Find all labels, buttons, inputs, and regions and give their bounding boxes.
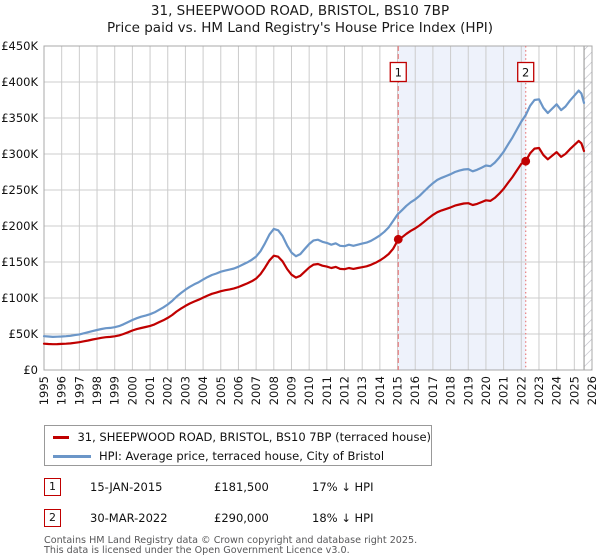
transaction-row-2: 2 30-MAR-2022 £290,000 18% ↓ HPI bbox=[0, 509, 600, 527]
license-footer: Contains HM Land Registry data © Crown c… bbox=[44, 536, 584, 556]
sale-1-flag-box bbox=[389, 61, 407, 83]
svg-text:£400K: £400K bbox=[1, 75, 38, 89]
x-axis-labels: 1995 1996 1997 1998 1999 2000 2001 2002 2003 2004… bbox=[37, 376, 599, 405]
svg-text:2016: 2016 bbox=[408, 376, 422, 405]
svg-text:£450K: £450K bbox=[1, 39, 38, 53]
legend-item-property: 31, SHEEPWOOD ROAD, BRISTOL, BS10 7BP (t… bbox=[45, 427, 431, 447]
svg-text:2010: 2010 bbox=[302, 376, 316, 405]
svg-text:2015: 2015 bbox=[391, 376, 405, 405]
transaction-1-price: £181,500 bbox=[214, 480, 269, 494]
svg-text:2011: 2011 bbox=[320, 376, 334, 405]
svg-text:2014: 2014 bbox=[373, 376, 387, 405]
svg-text:2001: 2001 bbox=[143, 376, 157, 405]
between-sales-shaded-span bbox=[398, 46, 526, 370]
chart-legend: 31, SHEEPWOOD ROAD, BRISTOL, BS10 7BP (t… bbox=[44, 425, 432, 466]
legend-item-hpi: HPI: Average price, terraced house, City… bbox=[45, 446, 431, 466]
price-history-chart: 1 2 £0 £50K £100K £150K £200K £250K £300K £350K £4… bbox=[1, 39, 599, 405]
svg-text:2025: 2025 bbox=[567, 376, 581, 405]
sale-2-dot bbox=[521, 156, 531, 166]
svg-text:2021: 2021 bbox=[497, 376, 511, 405]
svg-text:2000: 2000 bbox=[125, 376, 139, 405]
transaction-2-vs-hpi: 18% ↓ HPI bbox=[312, 511, 374, 525]
transaction-1-vs-hpi: 17% ↓ HPI bbox=[312, 480, 374, 494]
transaction-2-date: 30-MAR-2022 bbox=[90, 511, 168, 525]
transaction-2-price: £290,000 bbox=[214, 511, 269, 525]
svg-text:2023: 2023 bbox=[532, 376, 546, 405]
sale-2-flag-box bbox=[517, 61, 535, 83]
svg-text:2002: 2002 bbox=[161, 376, 175, 405]
svg-text:£250K: £250K bbox=[1, 183, 38, 197]
svg-text:£100K: £100K bbox=[1, 291, 38, 305]
svg-text:£50K: £50K bbox=[9, 327, 39, 341]
page-title: 31, SHEEPWOOD ROAD, BRISTOL, BS10 7BP bbox=[150, 3, 450, 19]
footer-line-2: This data is licensed under the Open Gov… bbox=[44, 545, 350, 556]
svg-text:£0: £0 bbox=[23, 363, 38, 377]
svg-text:2003: 2003 bbox=[178, 376, 192, 405]
legend-label-hpi: HPI: Average price, terraced house, City… bbox=[99, 449, 385, 463]
transaction-row-1: 1 15-JAN-2015 £181,500 17% ↓ HPI bbox=[0, 478, 600, 496]
transaction-1-marker: 1 bbox=[44, 478, 61, 496]
svg-text:2017: 2017 bbox=[426, 376, 440, 405]
svg-text:2018: 2018 bbox=[444, 376, 458, 405]
svg-text:£150K: £150K bbox=[1, 255, 38, 269]
property-price-line bbox=[42, 139, 586, 346]
svg-text:2006: 2006 bbox=[231, 376, 245, 405]
svg-text:2026: 2026 bbox=[585, 376, 599, 405]
svg-text:2005: 2005 bbox=[214, 376, 228, 405]
transaction-2-marker: 2 bbox=[44, 509, 61, 527]
svg-text:2009: 2009 bbox=[284, 376, 298, 405]
future-hatch-region bbox=[584, 46, 592, 370]
svg-text:1999: 1999 bbox=[108, 376, 122, 405]
sale-1-dot bbox=[393, 234, 403, 244]
svg-text:1998: 1998 bbox=[90, 376, 104, 405]
page-subtitle: Price paid vs. HM Land Registry's House … bbox=[107, 20, 493, 36]
svg-text:1995: 1995 bbox=[37, 376, 51, 405]
svg-text:2012: 2012 bbox=[338, 376, 352, 405]
sale-1-flag-label: 1 bbox=[395, 66, 402, 80]
svg-text:2020: 2020 bbox=[479, 376, 493, 405]
svg-text:2008: 2008 bbox=[267, 376, 281, 405]
sale-2-flag-label: 2 bbox=[522, 66, 529, 80]
svg-text:2004: 2004 bbox=[196, 376, 210, 405]
svg-text:2013: 2013 bbox=[355, 376, 369, 405]
svg-text:1997: 1997 bbox=[72, 376, 86, 405]
svg-text:2024: 2024 bbox=[550, 376, 564, 405]
svg-text:1996: 1996 bbox=[55, 376, 69, 405]
svg-text:2019: 2019 bbox=[461, 376, 475, 405]
svg-text:£300K: £300K bbox=[1, 147, 38, 161]
footer-line-1: Contains HM Land Registry data © Crown c… bbox=[44, 535, 418, 546]
hpi-line-swatch bbox=[53, 454, 91, 458]
y-axis-labels: £0 £50K £100K £150K £200K £250K £300K £350K £400… bbox=[1, 39, 38, 377]
svg-text:£350K: £350K bbox=[1, 111, 38, 125]
svg-text:2007: 2007 bbox=[249, 376, 263, 405]
plot-border bbox=[43, 45, 593, 371]
svg-text:2022: 2022 bbox=[514, 376, 528, 405]
hpi-line bbox=[42, 89, 586, 338]
svg-text:£200K: £200K bbox=[1, 219, 38, 233]
property-line-swatch bbox=[53, 435, 70, 439]
transaction-1-date: 15-JAN-2015 bbox=[90, 480, 163, 494]
legend-label-property: 31, SHEEPWOOD ROAD, BRISTOL, BS10 7BP (t… bbox=[77, 430, 431, 444]
